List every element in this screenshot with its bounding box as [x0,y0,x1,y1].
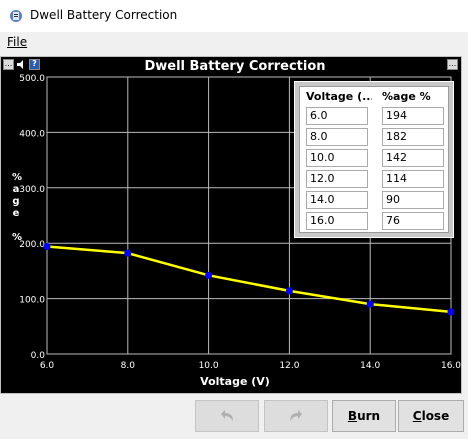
voltage-cell[interactable]: 12.0 [306,170,368,188]
window-title: Dwell Battery Correction [30,8,178,22]
data-point [124,249,132,257]
data-point [285,287,293,295]
pct-cell[interactable]: 90 [382,191,444,209]
chart-panel: ... ? Dwell Battery Correction 0.0 100.0 2… [0,56,462,394]
data-table: Voltage (... %age % 6.0 194 8.0 182 10.0 142 1… [299,86,449,233]
col-header-voltage[interactable]: Voltage (... [306,90,372,103]
undo-button[interactable] [195,400,259,432]
voltage-cell[interactable]: 14.0 [306,191,368,209]
options-button[interactable]: ... [3,59,14,70]
y-tick-label: 0.0 [31,351,46,361]
burn-label: urn [357,409,381,423]
redo-button[interactable] [264,400,328,432]
undo-icon [221,410,233,421]
x-tick-label: 12.0 [279,361,299,371]
redo-icon [290,410,302,421]
pct-cell[interactable]: 194 [382,107,444,125]
voltage-cell[interactable]: 6.0 [306,107,368,125]
y-tick-label: 500.0 [19,74,45,84]
x-tick-label: 8.0 [121,361,136,371]
pct-cell[interactable]: 182 [382,128,444,146]
menu-bar: File [0,32,468,52]
data-point [43,243,51,251]
y-tick-label: 100.0 [19,296,45,306]
data-table-panel: Voltage (... %age % 6.0 194 8.0 182 10.0 142 1… [294,81,454,238]
data-point [205,271,213,279]
title-bar: Dwell Battery Correction [0,0,468,32]
voltage-cell[interactable]: 8.0 [306,128,368,146]
col-header-pct[interactable]: %age % [382,90,431,103]
voltage-cell[interactable]: 10.0 [306,149,368,167]
menu-file[interactable]: File [7,35,28,49]
options-button-label: ... [4,59,13,68]
close-button[interactable]: Close [398,400,464,432]
data-point [447,308,455,316]
voltage-cell[interactable]: 16.0 [306,212,368,230]
speaker-icon[interactable] [16,59,27,70]
x-axis-label: Voltage (V) [200,375,270,388]
speaker-icon-glyph [17,60,23,69]
x-tick-label: 16.0 [441,361,461,371]
x-tick-label: 10.0 [199,361,219,371]
data-point [366,300,374,308]
pct-cell[interactable]: 114 [382,170,444,188]
burn-button[interactable]: Burn [332,400,396,432]
pct-cell[interactable]: 142 [382,149,444,167]
table-expand-button[interactable]: ... [447,59,458,70]
burn-mnemonic: B [347,409,358,423]
help-icon: ? [32,59,37,68]
app-icon [10,10,22,22]
x-tick-label: 6.0 [40,361,55,371]
y-tick-label: 200.0 [19,240,45,250]
y-tick-label: 300.0 [19,185,45,195]
chart-plot[interactable]: 0.0 100.0 200.0 300.0 400.0 500.0 6.0 8.0 10.0 12… [1,57,461,393]
chart-title: Dwell Battery Correction [144,59,326,74]
close-mnemonic: C [412,409,422,423]
pct-cell[interactable]: 76 [382,212,444,230]
close-label: lose [421,409,450,423]
table-expand-label: ... [448,59,457,68]
series-line [46,245,452,314]
y-tick-label: 400.0 [19,129,45,139]
help-button[interactable]: ? [29,59,40,70]
y-axis-label: % a g e % [12,172,23,243]
x-tick-label: 14.0 [360,361,380,371]
